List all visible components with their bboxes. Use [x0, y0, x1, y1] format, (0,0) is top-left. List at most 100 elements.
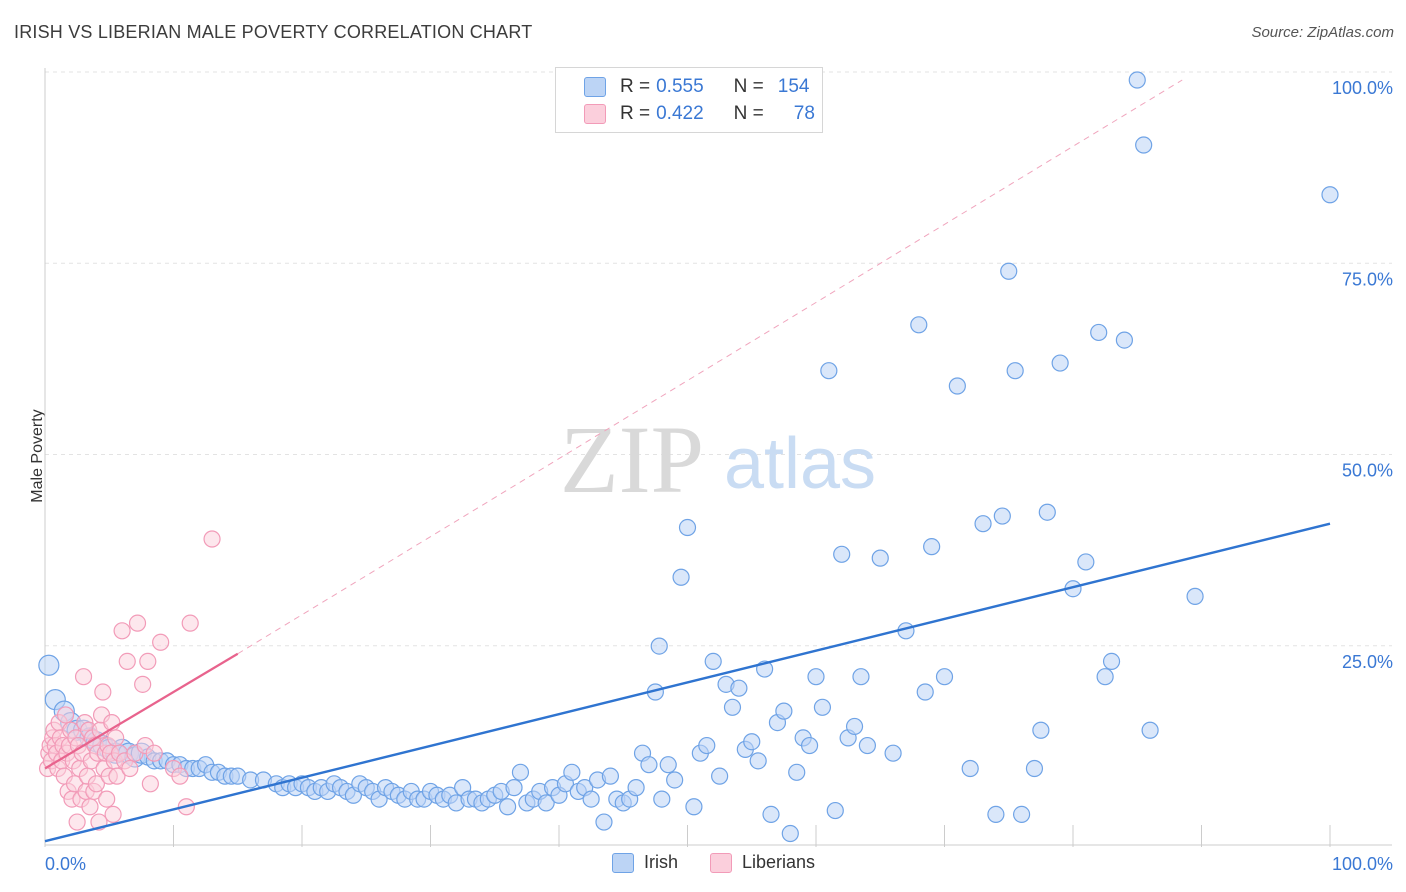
irish-point — [730, 679, 748, 697]
irish-point — [1141, 721, 1159, 739]
irish-point — [910, 316, 928, 334]
irish-point — [537, 794, 555, 812]
y-tick-label: 50.0% — [1342, 461, 1393, 481]
irish-point — [845, 717, 864, 736]
irish-trend-line — [44, 522, 1331, 843]
irish-r-label: R = — [620, 76, 651, 97]
irish-point — [826, 801, 844, 820]
irish-point — [852, 668, 870, 686]
irish-swatch — [584, 77, 606, 97]
liberian-points — [38, 530, 221, 831]
irish-point — [948, 377, 966, 395]
liberian-point — [139, 652, 157, 671]
irish-point — [38, 654, 60, 676]
irish-point — [858, 736, 877, 755]
legend-row-liberians: R = 0.422 N = 78 — [584, 101, 815, 127]
irish-point — [1006, 362, 1024, 380]
series-legend: Irish Liberians — [612, 852, 847, 873]
liberian-point — [94, 683, 112, 701]
irish-point — [807, 668, 825, 686]
liberian-point — [104, 805, 122, 824]
irish-point — [582, 790, 600, 808]
liberians-n-label: N = — [733, 103, 764, 124]
x-tick-label: 100.0% — [1332, 854, 1393, 874]
liberians-trend-extension — [237, 79, 1183, 655]
irish-point — [685, 798, 703, 816]
irish-point — [820, 362, 838, 380]
irish-point — [1077, 553, 1095, 571]
irish-point — [672, 568, 690, 586]
watermark-atlas: atlas — [724, 424, 876, 504]
liberian-point — [128, 614, 147, 632]
irish-point — [1186, 587, 1204, 605]
irish-point — [723, 698, 742, 716]
liberian-point — [181, 614, 199, 632]
irish-point — [627, 779, 645, 797]
liberian-point — [108, 767, 126, 785]
irish-point — [1096, 668, 1114, 686]
irish-point — [1135, 136, 1153, 154]
irish-point — [749, 752, 767, 770]
irish-point — [499, 798, 517, 816]
irish-point — [1032, 721, 1050, 739]
liberian-point — [145, 744, 163, 762]
irish-point — [788, 763, 806, 781]
liberians-trend-line — [44, 652, 239, 770]
legend-row-irish: R = 0.555 N = 154 — [584, 74, 809, 100]
y-tick-label: 100.0% — [1332, 78, 1393, 98]
liberians-legend-swatch — [710, 852, 733, 873]
tick-labels: 25.0% 50.0% 75.0% 100.0% 0.0% 100.0% — [45, 78, 1393, 874]
irish-n-value: 154 — [777, 76, 810, 97]
liberian-point — [171, 767, 189, 785]
liberian-point — [68, 813, 86, 831]
irish-point — [813, 698, 832, 716]
liberians-swatch — [584, 104, 606, 124]
irish-point — [1025, 759, 1044, 778]
liberian-point — [56, 706, 75, 724]
irish-point — [743, 733, 761, 751]
y-tick-label: 75.0% — [1342, 269, 1393, 289]
liberian-point — [87, 775, 106, 793]
irish-point — [711, 767, 729, 785]
irish-point — [704, 652, 722, 671]
irish-point — [762, 805, 780, 824]
source-label: Source: ZipAtlas.com — [1251, 24, 1394, 41]
irish-point — [1090, 323, 1108, 342]
irish-point — [698, 736, 716, 755]
irish-point — [916, 683, 934, 701]
irish-point — [1012, 805, 1031, 824]
irish-point — [1321, 186, 1339, 204]
irish-point — [781, 824, 799, 843]
irish-point — [511, 763, 530, 781]
irish-point — [1038, 503, 1056, 521]
irish-point — [678, 518, 697, 537]
liberian-point — [203, 530, 221, 548]
irish-point — [563, 763, 581, 781]
irish-point — [993, 507, 1011, 525]
grid-lines — [45, 71, 1392, 647]
irish-point — [666, 771, 684, 789]
irish-point — [1128, 71, 1146, 89]
irish-point — [884, 744, 902, 762]
x-tick-label: 0.0% — [45, 854, 86, 874]
irish-point — [775, 702, 793, 720]
irish-point — [1102, 652, 1121, 671]
irish-legend-label: Irish — [644, 852, 679, 872]
irish-legend-swatch — [612, 852, 634, 873]
irish-point — [653, 790, 671, 808]
irish-point — [961, 759, 979, 778]
liberian-point — [74, 668, 93, 686]
irish-point — [650, 637, 668, 655]
liberian-point — [107, 729, 125, 747]
trend-lines — [44, 79, 1331, 843]
liberian-point — [141, 775, 159, 793]
axes — [44, 68, 1392, 847]
y-tick-label: 25.0% — [1342, 652, 1393, 672]
liberian-point — [98, 790, 116, 808]
watermark: ZIP atlas — [560, 406, 876, 513]
irish-point — [923, 538, 941, 556]
irish-point — [659, 756, 677, 774]
liberians-legend-label: Liberians — [742, 852, 816, 872]
liberians-n-value: 78 — [793, 103, 815, 124]
